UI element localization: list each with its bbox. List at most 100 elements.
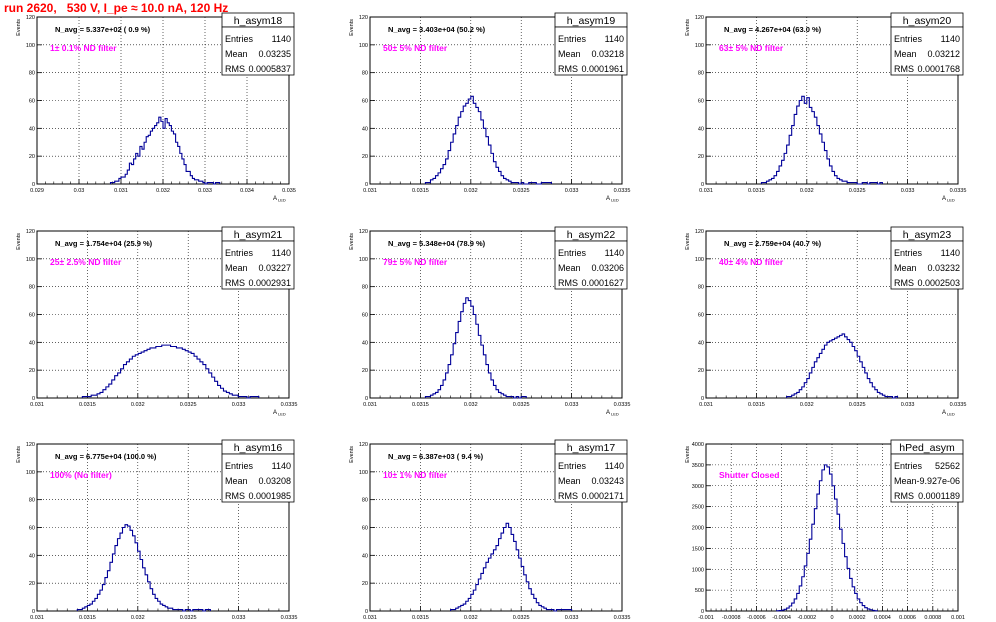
x-tick-label: 0.0335 [614,615,631,621]
y-tick-label: 0 [32,609,35,615]
stats-key-mean: Mean [225,476,248,486]
y-tick-label: 20 [29,154,35,160]
stats-value-mean: 0.03208 [258,476,291,486]
stats-value-entries: 1140 [941,248,960,258]
stats-box [554,453,628,503]
y-tick-label: 20 [698,368,704,374]
y-axis-label: Events [16,19,22,36]
x-tick-label: 0.031 [30,615,44,621]
y-axis-label: Events [349,233,355,250]
y-tick-label: 60 [698,313,704,319]
x-tick-label: 0.0315 [79,615,96,621]
x-tick-label: 0.032 [131,402,145,408]
histogram-line [424,297,527,399]
y-tick-label: 20 [362,368,368,374]
x-tick-label: 0.0325 [849,188,866,194]
y-tick-label: 40 [698,340,704,346]
y-tick-label: 20 [29,368,35,374]
histogram-name: hPed_asym [899,442,955,454]
y-tick-label: 60 [29,526,35,532]
x-tick-label: 0.032 [800,188,814,194]
x-axis-label: ALED [273,410,286,417]
x-axis-label: ALED [273,196,286,203]
stats-value-rms: 0.0001627 [581,278,624,288]
navg-label: N_avg = 1.754e+04 (25.9 %) [55,239,153,248]
x-tick-label: 0.031 [30,402,44,408]
y-tick-label: 40 [29,126,35,132]
stats-box [890,453,964,503]
y-tick-label: 80 [29,71,35,77]
stats-value-rms: 0.0002171 [581,491,624,501]
x-tick-label: 0.0315 [748,188,765,194]
histogram-line [760,95,883,185]
filter-label: 40± 4% ND filter [719,257,784,267]
y-tick-label: 3500 [692,463,704,469]
y-tick-label: 120 [359,15,368,21]
navg-label: N_avg = 2.759e+04 (40.7 %) [724,239,822,248]
y-axis-label: Events [685,446,691,463]
x-tick-label: 0.033 [232,615,246,621]
y-tick-label: 80 [362,71,368,77]
stats-value-rms: 0.0001961 [581,64,624,74]
navg-label: N_avg = 6.775e+04 (100.0 %) [55,452,157,461]
histogram-line [450,522,573,612]
x-axis-label: ALED [942,410,955,417]
x-tick-label: 0.031 [699,402,713,408]
y-tick-label: 40 [29,340,35,346]
y-tick-label: 40 [698,126,704,132]
stats-key-rms: RMS [894,491,914,501]
histogram-panel-h_asym21: 0.031 0.0315 0.032 0.0325 0.033 0.0335 0 20 40 60… [16,226,297,417]
x-tick-label: 0.0325 [513,615,530,621]
x-tick-label: 0.0325 [513,188,530,194]
x-tick-label: 0.035 [282,188,296,194]
navg-label: N_avg = 3.403e+04 (50.2 %) [388,25,486,34]
stats-value-entries: 1140 [272,248,291,258]
y-tick-label: 500 [695,588,704,594]
x-axis-label: ALED [606,196,619,203]
histogram-name: h_asym17 [567,442,616,454]
y-tick-label: 120 [26,229,35,235]
y-tick-label: 100 [359,470,368,476]
x-tick-label: 0.032 [156,188,170,194]
stats-key-mean: Mean [894,476,917,486]
x-tick-label: -0.0006 [747,615,766,621]
stats-key-entries: Entries [894,461,923,471]
y-tick-label: 100 [359,257,368,263]
x-tick-label: 0.03 [74,188,85,194]
y-axis-label: Events [349,19,355,36]
x-tick-label: -0.0002 [797,615,816,621]
stats-key-rms: RMS [894,278,914,288]
y-tick-label: 120 [359,229,368,235]
x-axis-label: ALED [942,196,955,203]
y-tick-label: 0 [365,396,368,402]
y-tick-label: 80 [29,498,35,504]
y-tick-label: 60 [698,99,704,105]
y-tick-label: 60 [362,99,368,105]
stats-value-mean: 0.03218 [591,49,624,59]
stats-box [890,240,964,290]
stats-key-entries: Entries [225,248,254,258]
filter-label: 25± 2.5% ND filter [50,257,122,267]
stats-key-entries: Entries [558,461,587,471]
stats-box [890,26,964,76]
histogram-line [776,464,878,612]
x-tick-label: 0.0002 [849,615,866,621]
x-tick-label: 0.0006 [899,615,916,621]
filter-label: 1± 0.1% ND filter [50,43,117,53]
y-tick-label: 60 [29,313,35,319]
y-tick-label: 0 [701,609,704,615]
stats-key-rms: RMS [558,278,578,288]
x-tick-label: 0.031 [699,188,713,194]
y-tick-label: 120 [359,442,368,448]
y-tick-label: 100 [26,470,35,476]
x-tick-label: 0.0325 [180,615,197,621]
y-tick-label: 1000 [692,567,704,573]
stats-key-entries: Entries [894,248,923,258]
stats-key-entries: Entries [894,34,923,44]
x-tick-label: 0.0335 [281,615,298,621]
stats-value-entries: 1140 [941,34,960,44]
y-axis-label: Events [349,446,355,463]
x-axis-label: ALED [606,410,619,417]
histogram-name: h_asym20 [903,15,952,27]
filter-label: 50± 5% ND filter [383,43,448,53]
